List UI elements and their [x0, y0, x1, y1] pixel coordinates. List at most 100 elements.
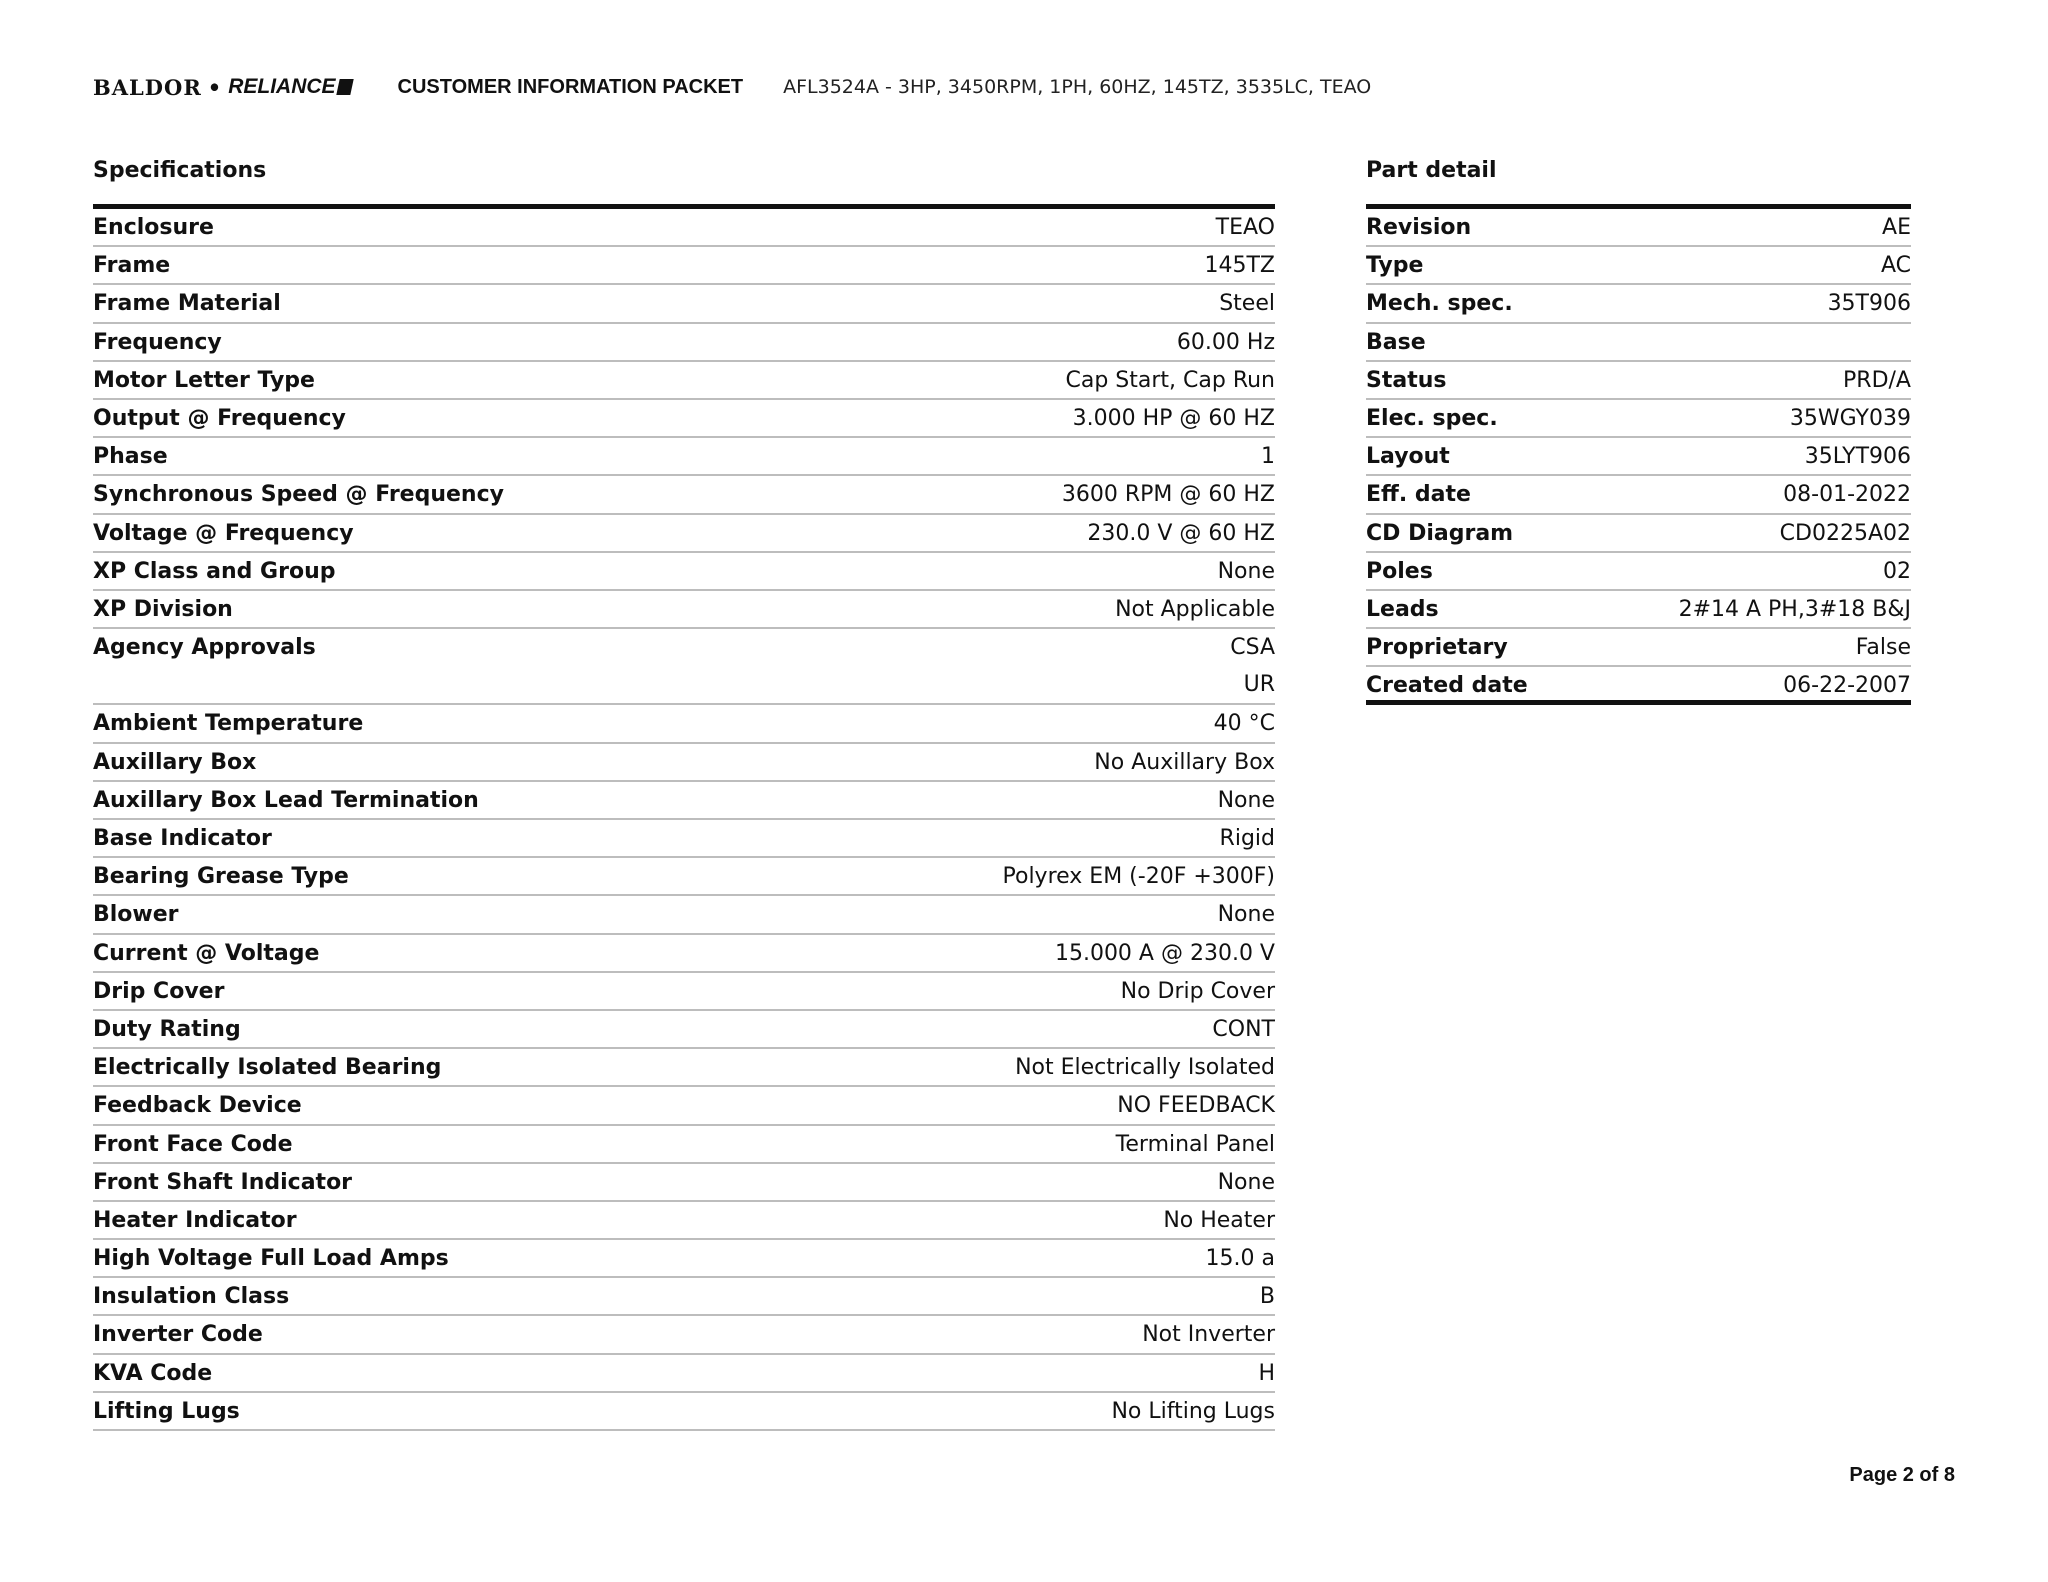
row-label: Frame Material — [93, 291, 281, 317]
row-label: CD Diagram — [1366, 520, 1514, 546]
table-row: Elec. spec. 35WGY039 — [1366, 400, 1911, 439]
row-value: 60.00 Hz — [1176, 329, 1275, 355]
row-label: Current @ Voltage — [93, 940, 320, 966]
row-label: Bearing Grease Type — [93, 864, 349, 890]
table-row: Inverter Code Not Inverter — [93, 1316, 1275, 1355]
table-row: Leads 2#14 A PH,3#18 B&J — [1366, 591, 1911, 630]
row-value: Polyrex EM (-20F +300F) — [1002, 864, 1276, 890]
row-values: False — [1856, 629, 1911, 666]
table-row: Auxillary Box No Auxillary Box — [93, 744, 1275, 782]
row-label: Mech. spec. — [1366, 291, 1513, 317]
packet-title: CUSTOMER INFORMATION PACKET — [397, 75, 744, 98]
row-value: UR — [1243, 672, 1275, 698]
table-row: Synchronous Speed @ Frequency 3600 RPM @ … — [93, 476, 1275, 515]
row-value: Steel — [1219, 291, 1275, 317]
row-value: None — [1217, 787, 1275, 813]
row-label: XP Class and Group — [93, 558, 336, 584]
row-values: Terminal Panel — [1116, 1126, 1275, 1163]
row-value: B — [1259, 1284, 1275, 1310]
row-value: Cap Start, Cap Run — [1065, 367, 1275, 393]
table-row: Base — [1366, 324, 1911, 362]
row-value: 35LYT906 — [1804, 444, 1911, 470]
row-value: 02 — [1883, 558, 1911, 584]
row-value: Not Electrically Isolated — [1015, 1055, 1275, 1081]
row-label: Proprietary — [1366, 635, 1508, 661]
row-value: Not Applicable — [1115, 596, 1275, 622]
row-values: 230.0 V @ 60 HZ — [1087, 515, 1275, 552]
table-row: Duty Rating CONT — [93, 1011, 1275, 1050]
row-values: None — [1218, 553, 1275, 590]
row-label: Frequency — [93, 329, 222, 355]
row-values: 08-01-2022 — [1783, 476, 1911, 513]
row-value: AE — [1882, 215, 1911, 240]
row-label: Leads — [1366, 596, 1439, 622]
row-values: H — [1258, 1355, 1275, 1392]
row-label: Layout — [1366, 444, 1450, 470]
row-values: 2#14 A PH,3#18 B&J — [1679, 591, 1911, 628]
row-label: Base Indicator — [93, 826, 272, 852]
row-label: Auxillary Box — [93, 749, 257, 775]
row-label: Motor Letter Type — [93, 367, 315, 393]
table-row: Proprietary False — [1366, 629, 1911, 668]
table-row: Insulation Class B — [93, 1278, 1275, 1317]
specifications-title: Specifications — [93, 158, 267, 183]
row-value: No Heater — [1163, 1207, 1275, 1233]
row-value: None — [1217, 558, 1275, 584]
row-label: Drip Cover — [93, 978, 225, 1004]
table-row: Heater Indicator No Heater — [93, 1202, 1275, 1241]
row-values: Polyrex EM (-20F +300F) — [1003, 858, 1276, 895]
part-detail-title: Part detail — [1366, 158, 1497, 183]
row-value: CONT — [1212, 1016, 1275, 1042]
row-value: None — [1217, 1169, 1275, 1195]
table-row: Auxillary Box Lead Termination None — [93, 782, 1275, 821]
row-values: 35LYT906 — [1805, 438, 1911, 475]
row-value: 1 — [1261, 444, 1275, 470]
table-row: Drip Cover No Drip Cover — [93, 973, 1275, 1011]
row-values: CSA UR — [1230, 629, 1275, 703]
row-label: Phase — [93, 444, 168, 470]
table-row: Frame 145TZ — [93, 247, 1275, 286]
row-value: 145TZ — [1204, 253, 1275, 279]
row-label: Front Face Code — [93, 1131, 293, 1157]
table-row: Mech. spec. 35T906 — [1366, 285, 1911, 324]
logo-baldor: BALDOR — [93, 74, 202, 100]
row-values: None — [1218, 896, 1275, 933]
row-values: None — [1218, 1164, 1275, 1201]
row-values: Rigid — [1220, 820, 1275, 857]
row-label: Type — [1366, 253, 1424, 279]
table-row: Blower None — [93, 896, 1275, 935]
table-row: Output @ Frequency 3.000 HP @ 60 HZ — [93, 400, 1275, 439]
table-row: XP Division Not Applicable — [93, 591, 1275, 630]
row-values: AE — [1882, 209, 1911, 246]
table-row: KVA Code H — [93, 1355, 1275, 1393]
row-values: B — [1260, 1278, 1275, 1315]
table-row: Motor Letter Type Cap Start, Cap Run — [93, 362, 1275, 400]
table-row: Bearing Grease Type Polyrex EM (-20F +300… — [93, 858, 1276, 897]
table-row: Frame Material Steel — [93, 285, 1275, 324]
row-label: Elec. spec. — [1366, 405, 1498, 431]
row-value: TEAO — [1215, 215, 1275, 240]
row-value: AC — [1880, 253, 1911, 279]
row-label: Frame — [93, 253, 171, 279]
row-values: No Auxillary Box — [1094, 744, 1275, 781]
logo-separator: • — [207, 74, 223, 100]
row-values: 06-22-2007 — [1783, 667, 1911, 704]
row-values: AC — [1881, 247, 1911, 284]
row-value: H — [1258, 1360, 1275, 1386]
row-value: 15.000 A @ 230.0 V — [1054, 940, 1275, 966]
row-label: KVA Code — [93, 1360, 213, 1386]
row-value: 2#14 A PH,3#18 B&J — [1678, 596, 1911, 622]
row-label: Duty Rating — [93, 1016, 241, 1042]
row-values: 35T906 — [1828, 285, 1911, 322]
table-row: Eff. date 08-01-2022 — [1366, 476, 1911, 515]
row-label: Synchronous Speed @ Frequency — [93, 482, 504, 508]
table-row: Type AC — [1366, 247, 1911, 286]
row-values: TEAO — [1216, 209, 1275, 246]
row-values: 40 °C — [1214, 705, 1275, 742]
reliance-mark-icon — [335, 79, 354, 95]
table-row: High Voltage Full Load Amps 15.0 a — [93, 1240, 1275, 1279]
row-values: No Lifting Lugs — [1111, 1393, 1275, 1430]
table-row: Front Shaft Indicator None — [93, 1164, 1275, 1202]
row-values: Not Applicable — [1115, 591, 1275, 628]
row-value: 35WGY039 — [1789, 405, 1911, 431]
